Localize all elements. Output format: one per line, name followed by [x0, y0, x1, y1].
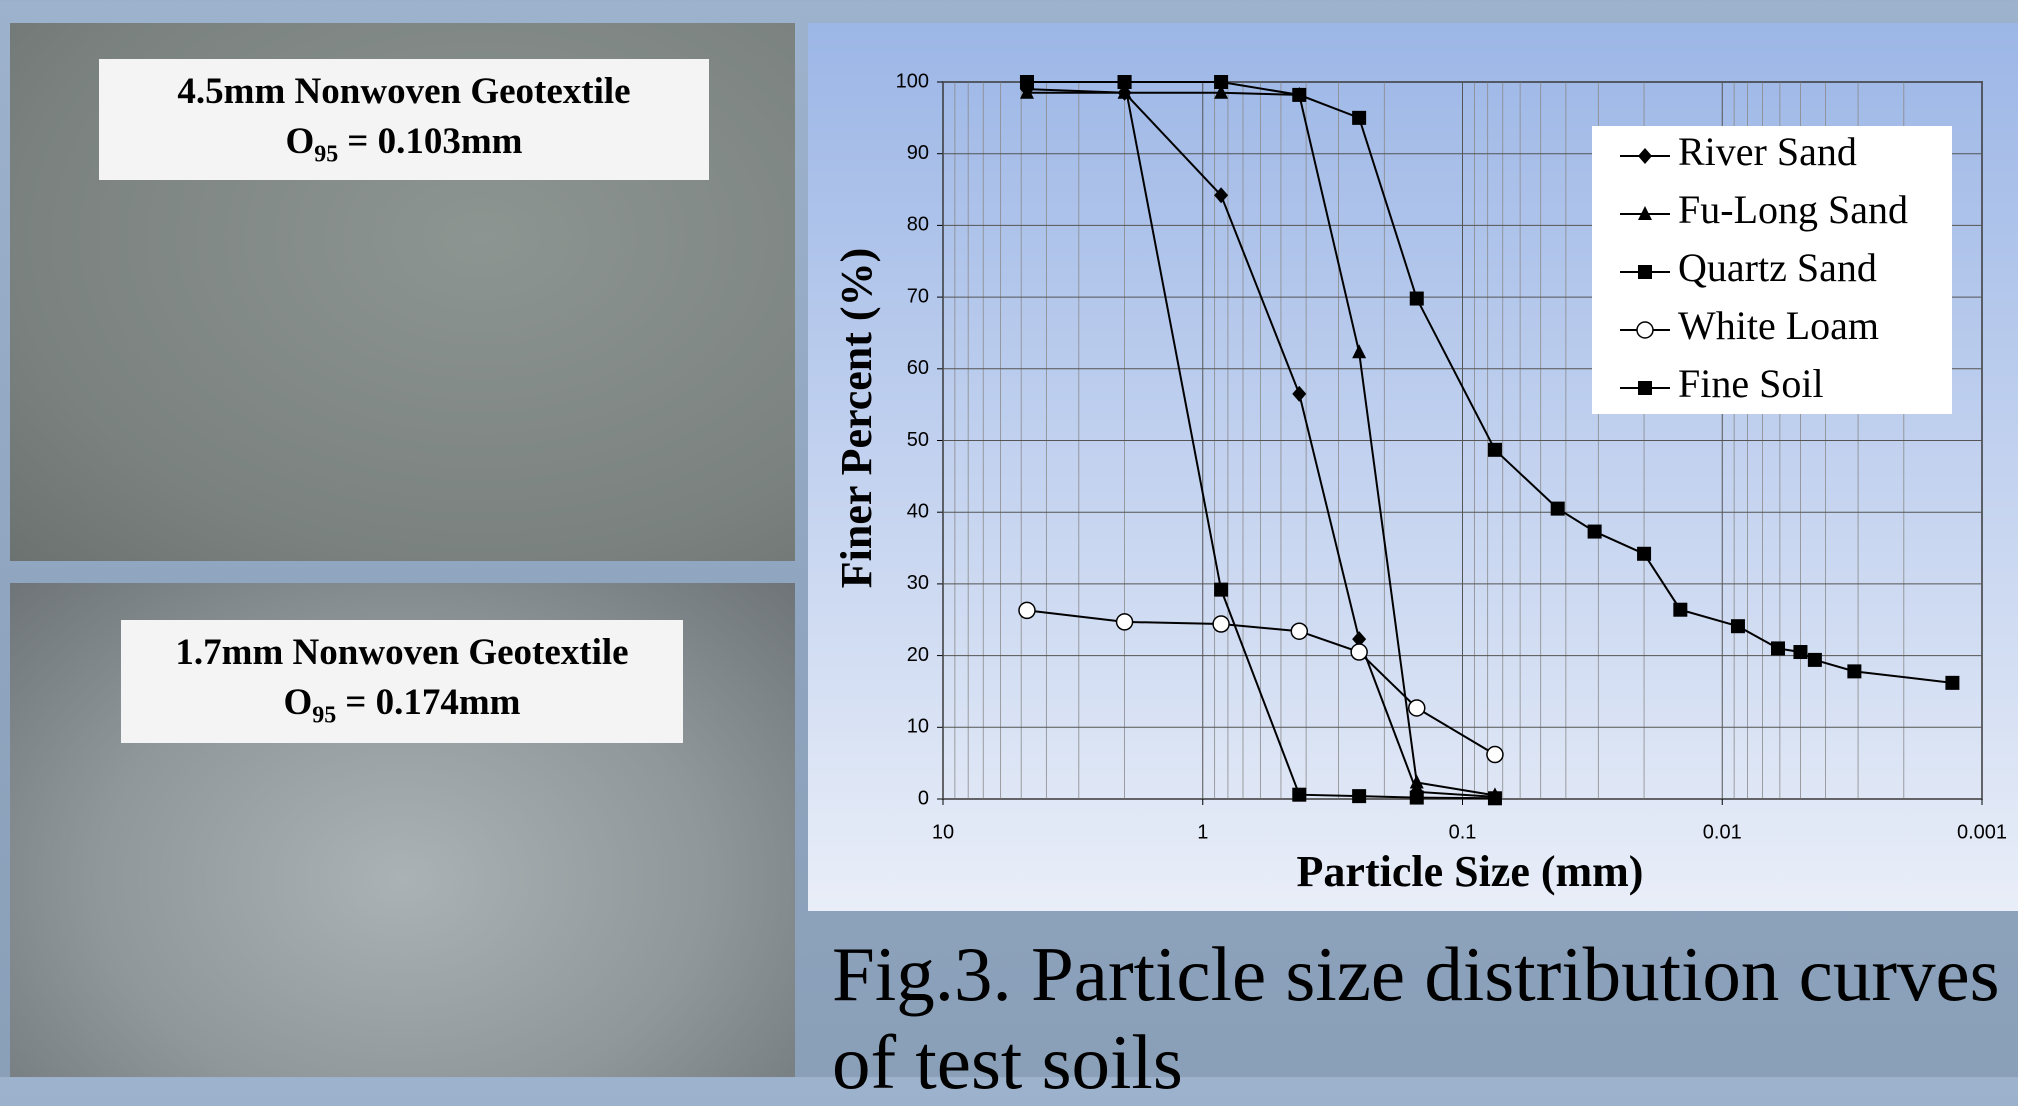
legend-label: Quartz Sand: [1678, 245, 1877, 290]
marker: [1409, 291, 1424, 306]
photo-label: 1.7mm Nonwoven Geotextile O95 = 0.174mm: [121, 620, 683, 743]
marker: [1638, 381, 1652, 395]
legend-label: Fu-Long Sand: [1678, 187, 1908, 232]
marker: [1352, 110, 1367, 125]
y-tick-label: 30: [907, 572, 929, 594]
marker: [1352, 789, 1367, 804]
x-tick-label: 0.001: [1957, 821, 2007, 843]
marker: [1638, 148, 1652, 164]
marker: [1292, 385, 1307, 402]
marker: [1638, 265, 1652, 279]
marker: [1292, 87, 1307, 102]
label-value: = 0.174mm: [345, 682, 521, 723]
marker: [1214, 84, 1229, 99]
marker: [1212, 615, 1230, 633]
marker: [1214, 75, 1229, 89]
marker: [1019, 75, 1034, 89]
y-tick-label: 70: [907, 285, 929, 307]
marker: [1408, 699, 1426, 717]
marker: [1487, 442, 1502, 457]
y-tick-label: 100: [896, 70, 929, 92]
y-tick-label: 90: [907, 142, 929, 164]
symbol: O: [283, 682, 313, 723]
marker: [1487, 791, 1502, 806]
y-tick-label: 60: [907, 357, 929, 379]
marker: [1018, 601, 1036, 620]
symbol: O: [285, 121, 315, 162]
marker: [1587, 524, 1602, 539]
y-axis-label: Finer Percent (%): [832, 248, 881, 588]
legend-label: River Sand: [1678, 129, 1857, 174]
marker: [1793, 645, 1808, 660]
marker: [1637, 546, 1652, 561]
marker: [1409, 790, 1424, 805]
x-tick-label: 0.01: [1703, 821, 1742, 843]
marker: [1636, 321, 1654, 339]
y-tick-label: 0: [918, 787, 929, 809]
marker: [1409, 774, 1424, 789]
y-tick-label: 40: [907, 500, 929, 522]
x-axis-label: Particle Size (mm): [1297, 847, 1644, 896]
label-title: 1.7mm Nonwoven Geotextile: [175, 632, 629, 673]
marker: [1292, 787, 1307, 802]
subscript: 95: [314, 141, 339, 168]
marker: [1550, 501, 1565, 516]
y-tick-label: 80: [907, 214, 929, 236]
legend-label: White Loam: [1678, 303, 1879, 348]
marker: [1730, 619, 1745, 634]
marker: [1638, 206, 1652, 220]
label-title: 4.5mm Nonwoven Geotextile: [177, 71, 631, 112]
x-tick-label: 1: [1197, 821, 1208, 843]
marker: [1350, 643, 1368, 661]
label-formula: O95 = 0.103mm: [99, 117, 709, 179]
y-tick-label: 20: [907, 644, 929, 666]
photo-label: 4.5mm Nonwoven Geotextile O95 = 0.103mm: [99, 59, 709, 180]
caption: Fig.3. Particle size distribution curves…: [832, 931, 2000, 1105]
label-formula: O95 = 0.174mm: [121, 678, 683, 740]
x-tick-label: 0.1: [1449, 821, 1477, 843]
marker: [1673, 602, 1688, 617]
marker: [1945, 675, 1960, 690]
x-tick-label: 10: [932, 821, 954, 843]
marker: [1214, 187, 1229, 204]
label-value: = 0.103mm: [347, 121, 523, 162]
marker: [1847, 664, 1862, 679]
marker: [1214, 582, 1229, 597]
subscript: 95: [312, 702, 337, 729]
marker: [1771, 641, 1786, 656]
y-tick-label: 10: [907, 716, 929, 738]
marker: [1115, 613, 1134, 631]
marker: [1117, 75, 1132, 89]
legend: River Sand Fu-Long Sand Quartz Sand White L…: [1592, 126, 1952, 414]
marker: [1019, 84, 1034, 99]
marker: [1352, 631, 1367, 648]
marker: [1807, 652, 1822, 667]
legend-label: Fine Soil: [1678, 361, 1824, 406]
marker: [1486, 745, 1504, 764]
marker: [1290, 622, 1309, 640]
marker: [1352, 344, 1367, 359]
marker: [1117, 84, 1132, 99]
y-tick-label: 50: [907, 429, 929, 451]
